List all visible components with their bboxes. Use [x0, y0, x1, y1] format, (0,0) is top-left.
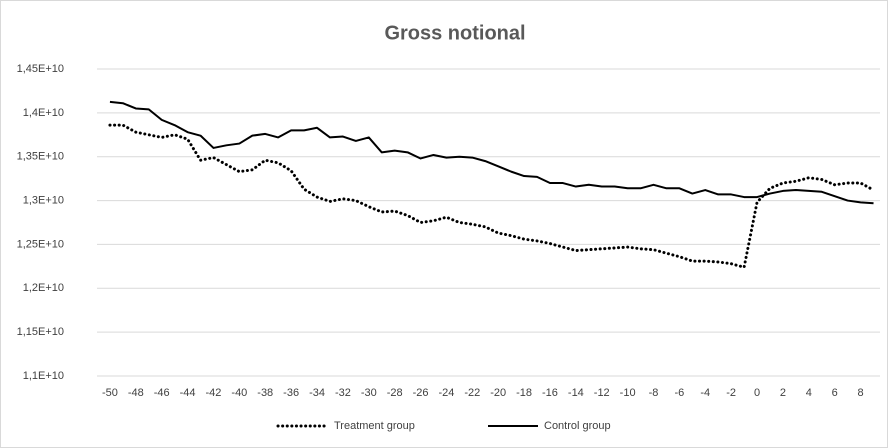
x-tick-label: 4	[806, 387, 812, 399]
x-tick-label: -26	[413, 387, 429, 399]
legend-label: Control group	[544, 420, 611, 432]
x-tick-label: -42	[206, 387, 222, 399]
x-tick-label: -34	[309, 387, 325, 399]
x-tick-label: -18	[516, 387, 532, 399]
y-tick-label: 1,1E+10	[23, 370, 64, 382]
legend-label: Treatment group	[334, 420, 415, 432]
y-tick-label: 1,4E+10	[23, 107, 64, 119]
x-tick-label: -28	[387, 387, 403, 399]
y-tick-label: 1,25E+10	[17, 238, 64, 250]
x-tick-label: -14	[568, 387, 584, 399]
y-tick-label: 1,3E+10	[23, 194, 64, 206]
data-line	[109, 100, 874, 205]
y-tick-label: 1,15E+10	[17, 326, 64, 338]
y-tick-label: 1,2E+10	[23, 282, 64, 294]
x-tick-label: 8	[858, 387, 864, 399]
x-tick-label: -16	[542, 387, 558, 399]
y-tick-label: 1,35E+10	[17, 151, 64, 163]
x-tick-label: 6	[832, 387, 838, 399]
chart-title: Gross notional	[384, 22, 525, 44]
x-tick-label: -30	[361, 387, 377, 399]
x-tick-label: -50	[102, 387, 118, 399]
x-tick-label: -44	[180, 387, 196, 399]
x-tick-label: -2	[726, 387, 736, 399]
x-tick-label: -36	[283, 387, 299, 399]
x-tick-label: -40	[231, 387, 247, 399]
data-line	[108, 123, 876, 269]
x-tick-label: -32	[335, 387, 351, 399]
x-tick-label: -20	[490, 387, 506, 399]
x-tick-label: -24	[438, 387, 454, 399]
x-tick-label: -38	[257, 387, 273, 399]
x-tick-label: -12	[594, 387, 610, 399]
x-tick-label: 0	[754, 387, 760, 399]
x-tick-label: -8	[649, 387, 659, 399]
x-tick-label: -10	[620, 387, 636, 399]
x-tick-label: -22	[464, 387, 480, 399]
x-tick-label: 2	[780, 387, 786, 399]
x-tick-label: -6	[675, 387, 685, 399]
x-tick-label: -4	[700, 387, 710, 399]
x-tick-label: -46	[154, 387, 170, 399]
x-tick-label: -48	[128, 387, 144, 399]
y-tick-label: 1,45E+10	[17, 63, 64, 75]
